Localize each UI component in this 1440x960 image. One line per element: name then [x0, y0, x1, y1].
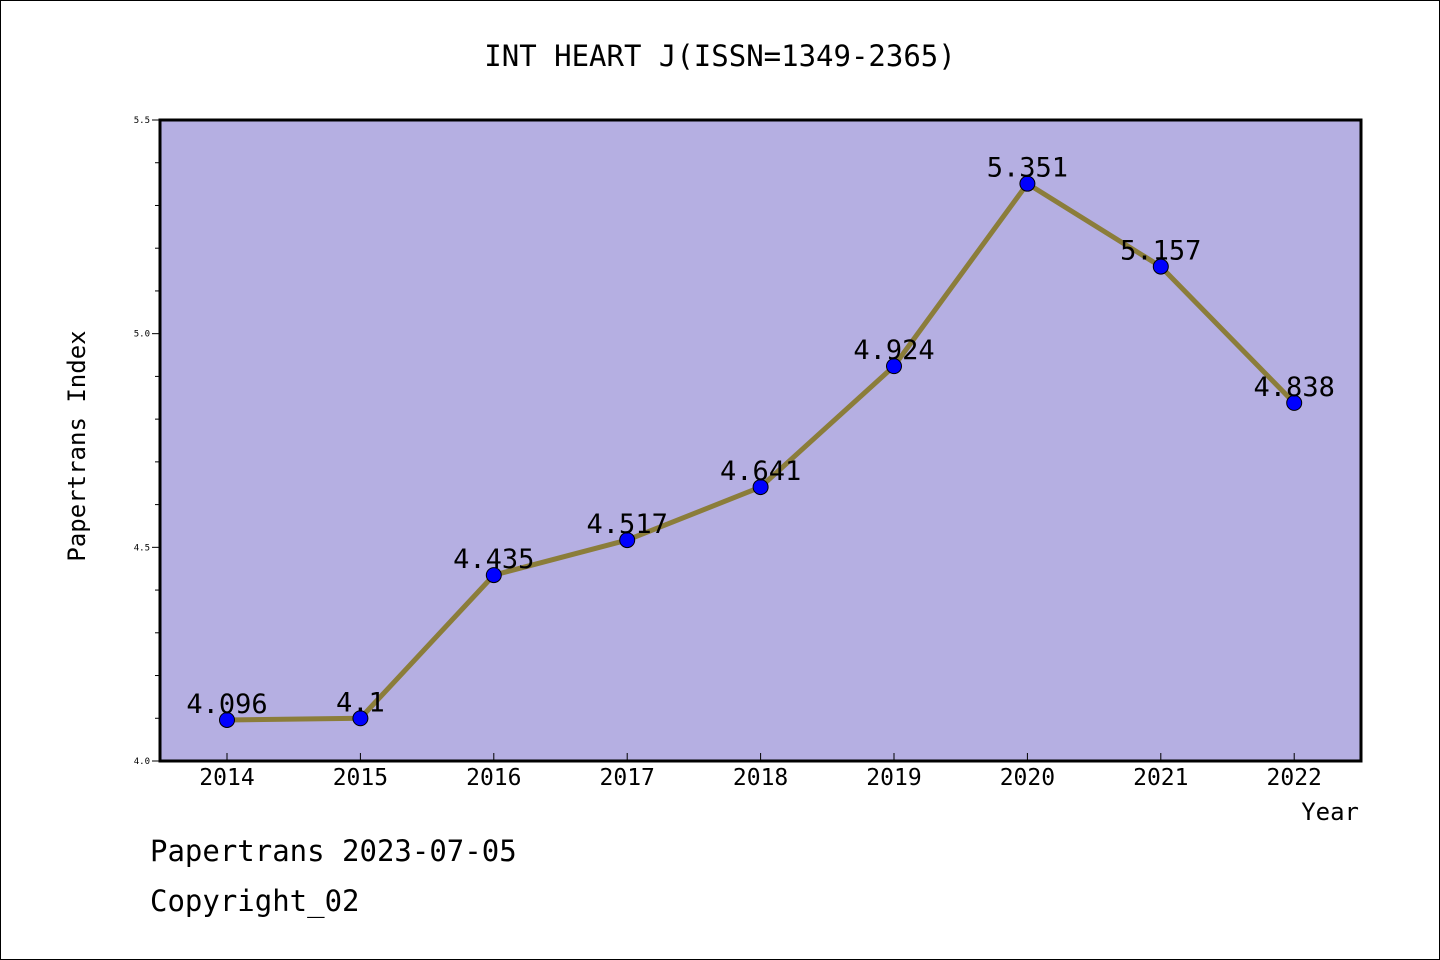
- x-axis: 2014 2015 2016 2017 2018 2019 2020 2021 2022: [199, 753, 1322, 791]
- data-label: 5.351: [987, 153, 1068, 184]
- data-label: 4.096: [186, 689, 267, 720]
- plot-area: [158, 118, 1363, 763]
- series-layer: 4.096 4.1 4.435 4.517 4.641 4.924 5.351 5.157 4.…: [186, 153, 1335, 728]
- x-tick-label: 2016: [466, 765, 521, 791]
- x-tick-label: 2015: [333, 765, 388, 791]
- footer-date: Papertrans 2023-07-05: [150, 834, 517, 868]
- data-label: 4.517: [587, 509, 668, 540]
- y-tick-label: 4.5: [134, 543, 150, 553]
- x-tick-label: 2020: [1000, 765, 1055, 791]
- chart-title: INT HEART J(ISSN=1349-2365): [484, 39, 955, 73]
- x-tick-label: 2014: [199, 765, 254, 791]
- data-point: [1019, 175, 1036, 192]
- data-point: [352, 710, 369, 727]
- y-tick-label: 4.0: [134, 757, 150, 767]
- data-point: [619, 532, 636, 549]
- x-tick-label: 2018: [733, 765, 788, 791]
- x-tick-label: 2022: [1267, 765, 1322, 791]
- data-point: [1286, 394, 1303, 411]
- y-tick-label: 5.0: [134, 330, 150, 340]
- x-tick-label: 2019: [866, 765, 921, 791]
- y-axis-label: Papertrans Index: [63, 330, 91, 561]
- data-point: [1152, 258, 1169, 275]
- x-tick-label: 2017: [600, 765, 655, 791]
- data-label: 4.641: [720, 456, 801, 487]
- data-point: [752, 479, 769, 496]
- data-point: [886, 358, 902, 375]
- data-label: 4.1: [336, 687, 385, 718]
- x-axis-label: Year: [1301, 798, 1359, 826]
- y-axis: 4.0 4.5 5.0 5.5: [134, 116, 160, 767]
- x-tick-label: 2021: [1133, 765, 1188, 791]
- data-label: 4.924: [853, 335, 934, 366]
- y-tick-label: 5.5: [134, 116, 150, 126]
- footer-copyright: Copyright_02: [150, 884, 360, 918]
- data-point: [219, 711, 235, 728]
- data-point: [485, 567, 502, 584]
- data-label: 4.838: [1254, 372, 1335, 403]
- data-label: 5.157: [1120, 236, 1201, 267]
- data-label: 4.435: [453, 544, 534, 575]
